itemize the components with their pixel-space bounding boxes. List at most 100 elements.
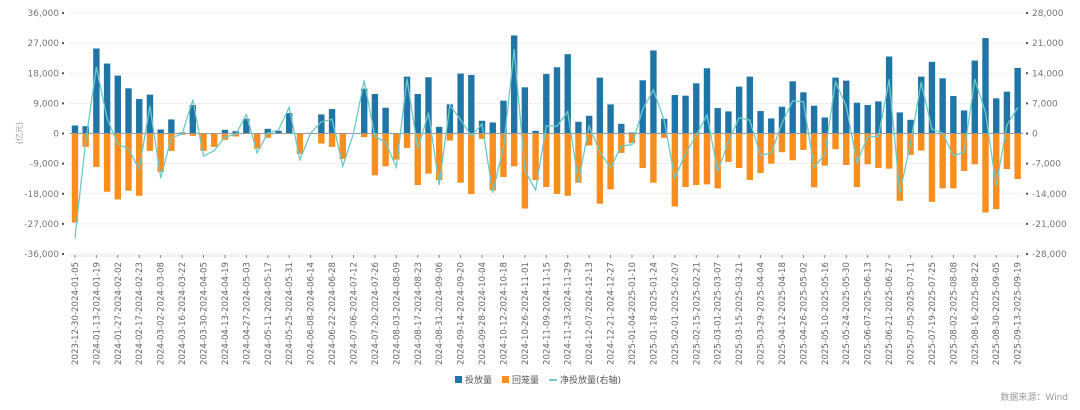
bar-injection bbox=[907, 119, 914, 134]
net-point bbox=[245, 113, 247, 116]
x-tick-label: 2024-07-20-2024-07-26 bbox=[371, 262, 381, 365]
net-point bbox=[663, 119, 665, 121]
net-point bbox=[127, 148, 130, 150]
net-point bbox=[534, 189, 537, 191]
x-tick-label: 2025-03-01-2025-03-07 bbox=[714, 262, 724, 365]
net-point bbox=[235, 133, 237, 135]
x-tick-label: 2024-06-08-2024-06-14 bbox=[307, 262, 317, 365]
y-tick-label: -18,000 bbox=[24, 190, 59, 200]
net-point bbox=[331, 118, 333, 120]
bar-injection bbox=[382, 107, 389, 134]
net-point bbox=[149, 105, 151, 107]
x-tick-label: 2024-08-03-2024-08-09 bbox=[392, 262, 402, 365]
bar-injection bbox=[414, 94, 421, 134]
bar-injection bbox=[136, 99, 143, 134]
bar-injection bbox=[1014, 67, 1021, 134]
net-point bbox=[502, 146, 505, 148]
net-point bbox=[931, 128, 933, 130]
net-point bbox=[738, 116, 740, 119]
legend-label-injection: 投放量 bbox=[465, 376, 493, 386]
x-tick-label: 2024-01-27-2024-02-02 bbox=[114, 262, 124, 365]
bar-injection bbox=[103, 63, 111, 134]
x-tick-label: 2024-04-27-2024-05-03 bbox=[242, 262, 252, 365]
y2-tick-label: -14,000 bbox=[1032, 190, 1067, 200]
bar-injection bbox=[446, 104, 454, 134]
net-point bbox=[856, 162, 858, 164]
bar-withdrawal bbox=[982, 133, 989, 213]
bar-injection bbox=[82, 126, 89, 134]
bar-injection bbox=[618, 123, 625, 134]
legend-swatch-injection bbox=[455, 376, 462, 383]
bar-withdrawal bbox=[768, 133, 775, 164]
bar-withdrawal bbox=[435, 133, 443, 181]
bar-injection bbox=[960, 110, 968, 134]
bar-withdrawal bbox=[157, 133, 164, 172]
bar-withdrawal bbox=[928, 133, 936, 202]
bar-injection bbox=[168, 119, 175, 134]
legend: 投放量 回笼量 净投放量(右轴) bbox=[455, 373, 621, 386]
x-tick-label: 2024-04-13-2024-04-19 bbox=[221, 262, 231, 365]
bar-withdrawal bbox=[950, 133, 957, 189]
bar-injection bbox=[714, 108, 721, 134]
x-tick-label: 2025-09-13-2025-09-19 bbox=[1014, 262, 1024, 365]
bar-withdrawal bbox=[810, 133, 818, 188]
bar-injection bbox=[489, 122, 496, 134]
legend-item-withdrawal[interactable]: 回笼量 bbox=[502, 373, 539, 386]
y-tick-label: -27,000 bbox=[24, 220, 59, 230]
y-tick bbox=[62, 12, 64, 14]
net-point bbox=[299, 159, 301, 161]
legend-item-injection[interactable]: 投放量 bbox=[455, 373, 492, 386]
x-tick-label: 2025-08-02-2025-08-08 bbox=[949, 262, 959, 365]
net-point bbox=[813, 166, 815, 168]
net-point bbox=[609, 167, 612, 169]
x-tick-label: 2024-08-17-2024-08-23 bbox=[414, 262, 424, 365]
y-tick-label: -36,000 bbox=[24, 250, 59, 260]
bar-injection bbox=[703, 68, 711, 134]
y2-tick-label: 7,000 bbox=[1032, 99, 1058, 109]
bar-withdrawal bbox=[714, 133, 721, 189]
net-point bbox=[802, 101, 804, 103]
bar-withdrawal bbox=[1014, 133, 1021, 180]
net-point bbox=[192, 99, 194, 101]
bar-injection bbox=[918, 76, 925, 134]
bar-withdrawal bbox=[478, 133, 486, 139]
bar-injection bbox=[821, 117, 829, 134]
bar-injection bbox=[778, 106, 786, 134]
net-point bbox=[984, 111, 987, 114]
bar-withdrawal bbox=[671, 133, 679, 207]
y2-tick bbox=[1026, 42, 1028, 45]
x-tick-label: 2025-07-19-2025-07-25 bbox=[928, 262, 938, 365]
bar-injection bbox=[425, 77, 432, 134]
net-point bbox=[631, 144, 633, 146]
x-tick-label: 2025-03-29-2025-04-04 bbox=[757, 262, 767, 365]
bar-injection bbox=[521, 87, 529, 134]
y-tick-label: 9,000 bbox=[33, 99, 59, 109]
bar-withdrawal bbox=[360, 133, 368, 138]
bar-withdrawal bbox=[200, 133, 207, 151]
net-point bbox=[513, 48, 515, 51]
y2-tick-label: -7,000 bbox=[1032, 160, 1061, 170]
bar-injection bbox=[660, 118, 668, 134]
y2-tick bbox=[1026, 162, 1028, 165]
bar-withdrawal bbox=[414, 133, 421, 186]
net-point bbox=[95, 66, 97, 68]
x-tick-label: 2025-01-04-2025-01-10 bbox=[628, 262, 638, 365]
bar-injection bbox=[607, 104, 614, 134]
bar-injection bbox=[735, 86, 743, 134]
bar-injection bbox=[971, 60, 978, 134]
net-point bbox=[588, 125, 590, 127]
legend-item-net[interactable]: 净投放量(右轴) bbox=[549, 373, 621, 386]
bar-injection bbox=[221, 129, 229, 134]
bar-injection bbox=[864, 105, 871, 134]
y-tick bbox=[62, 253, 64, 255]
bar-injection bbox=[532, 130, 539, 134]
bar-withdrawal bbox=[264, 133, 271, 138]
bar-injection bbox=[682, 95, 689, 134]
bar-injection bbox=[500, 100, 507, 134]
net-point bbox=[267, 132, 269, 134]
net-point bbox=[374, 135, 376, 138]
x-tick-label: 2024-12-21-2024-12-27 bbox=[607, 262, 617, 365]
y2-tick bbox=[1026, 12, 1028, 14]
y2-tick-label: 28,000 bbox=[1032, 9, 1064, 19]
x-tick-label: 2025-03-15-2025-03-21 bbox=[735, 262, 745, 365]
